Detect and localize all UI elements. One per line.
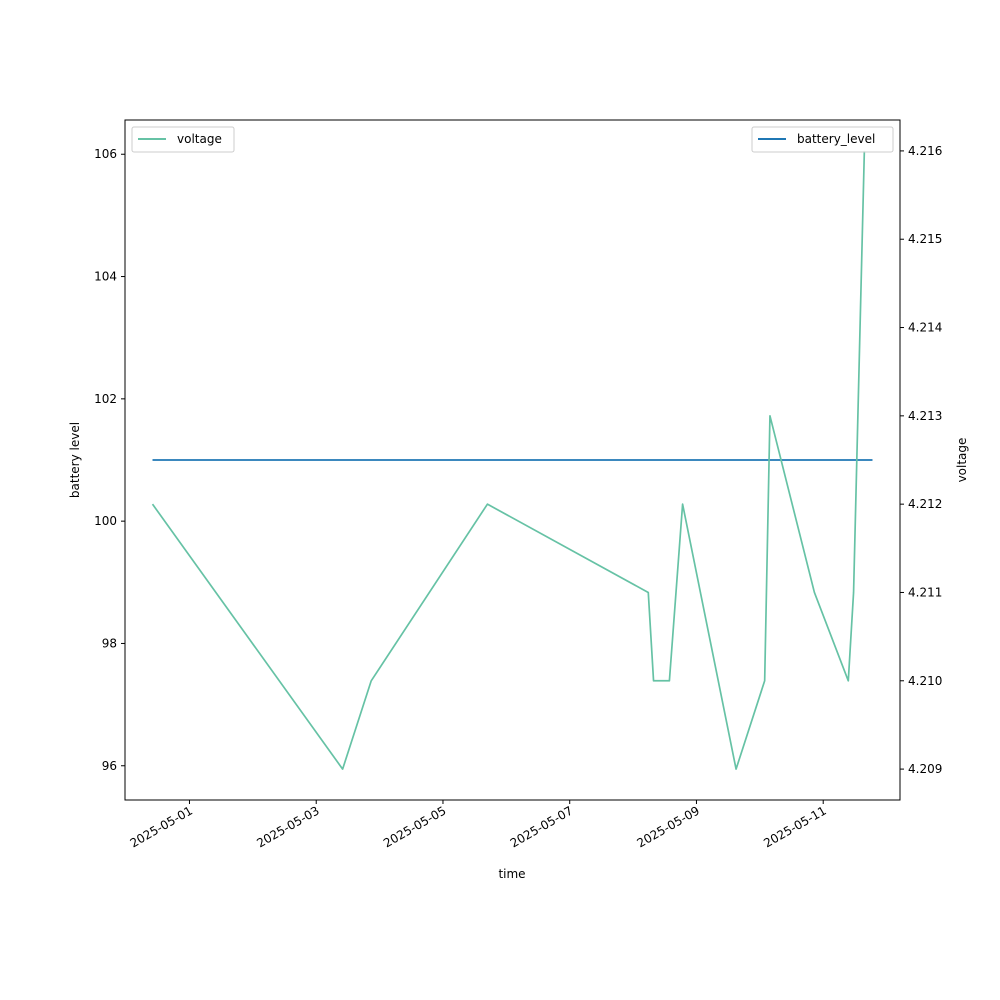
x-tick-label: 2025-05-09 xyxy=(635,803,702,850)
legend-battery-level-label: battery_level xyxy=(797,132,875,146)
series-layer xyxy=(151,150,873,770)
y-right-axis-label: voltage xyxy=(955,438,969,483)
y-left-tick-label: 104 xyxy=(94,270,117,284)
legend-battery-level: battery_level xyxy=(751,126,894,153)
axes-frame xyxy=(124,119,901,801)
y-left-axis-ticks: 96 98 100 102 104 106 xyxy=(94,147,125,773)
x-tick-label: 2025-05-01 xyxy=(128,803,195,850)
y-right-tick-label: 4.213 xyxy=(908,409,942,423)
y-left-tick-label: 102 xyxy=(94,392,117,406)
y-left-tick-label: 106 xyxy=(94,147,117,161)
y-right-tick-label: 4.212 xyxy=(908,497,942,511)
y-left-axis-label: battery level xyxy=(68,422,82,498)
y-right-tick-label: 4.214 xyxy=(908,321,942,335)
y-left-tick-label: 98 xyxy=(102,636,117,650)
x-tick-label: 2025-05-03 xyxy=(254,803,321,850)
y-right-tick-label: 4.211 xyxy=(908,585,942,599)
y-right-tick-label: 4.210 xyxy=(908,674,942,688)
y-left-tick-label: 96 xyxy=(102,759,117,773)
y-right-tick-label: 4.209 xyxy=(908,762,942,776)
legend-voltage: voltage xyxy=(131,126,235,153)
x-tick-label: 2025-05-11 xyxy=(761,803,828,850)
x-tick-label: 2025-05-05 xyxy=(381,803,448,850)
y-right-tick-label: 4.216 xyxy=(908,144,942,158)
y-right-axis-ticks: 4.209 4.210 4.211 4.212 4.213 4.214 4.215 4.216 xyxy=(900,144,942,776)
x-axis-label: time xyxy=(498,867,525,881)
y-left-tick-label: 100 xyxy=(94,514,117,528)
y-right-tick-label: 4.215 xyxy=(908,232,942,246)
legend-voltage-label: voltage xyxy=(177,132,222,146)
series-line-voltage xyxy=(151,150,866,770)
x-tick-label: 2025-05-07 xyxy=(508,803,575,850)
x-axis-ticks: 2025-05-01 2025-05-03 2025-05-05 2025-05-07… xyxy=(128,800,829,850)
